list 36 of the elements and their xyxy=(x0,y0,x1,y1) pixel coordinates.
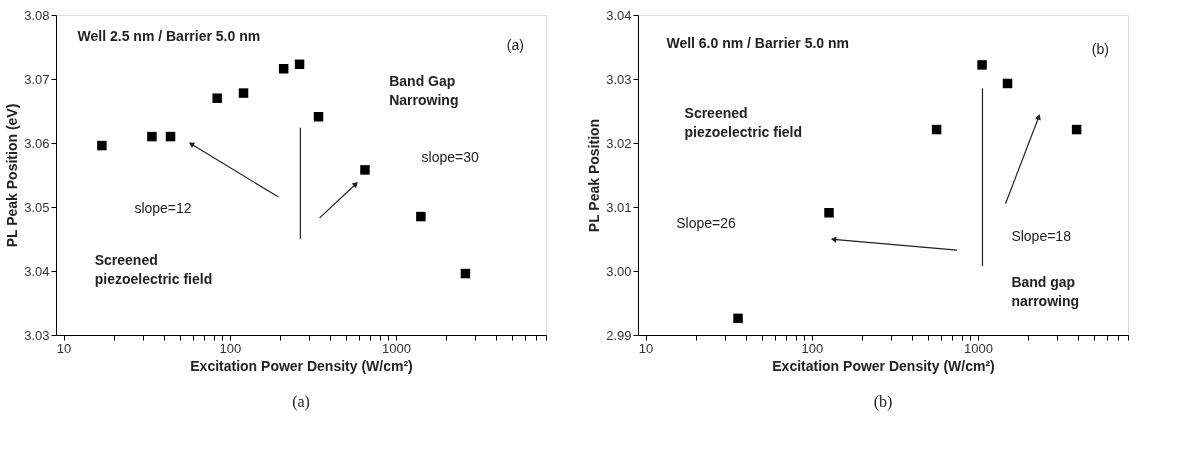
annotation: (b) xyxy=(1091,40,1109,57)
y-tick-label: 3.06 xyxy=(24,135,50,151)
y-tick-label: 2.99 xyxy=(606,327,632,343)
y-tick-label: 3.03 xyxy=(24,327,50,343)
annotation: Screened piezoelectric field xyxy=(94,252,213,288)
annotation: Slope=18 xyxy=(1011,227,1072,244)
annotation: (a) xyxy=(506,37,524,54)
annotation: Band gap narrowing xyxy=(1011,273,1080,309)
annotation: slope=30 xyxy=(421,149,479,166)
annotation: Screened piezoelectric field xyxy=(684,104,803,140)
y-tick-label: 3.03 xyxy=(606,71,632,87)
y-tick-label: 3.08 xyxy=(24,7,50,23)
x-tick-label: 1000 xyxy=(963,340,993,356)
y-tick-label: 3.04 xyxy=(24,263,50,279)
x-axis-title: Excitation Power Density (W/cm²) xyxy=(190,357,413,374)
y-axis-title: PL Peak Position xyxy=(586,118,603,233)
annotation: slope=12 xyxy=(134,200,192,217)
y-tick-label: 3.07 xyxy=(24,71,50,87)
x-axis-title: Excitation Power Density (W/cm²) xyxy=(772,357,995,374)
annotation: Slope=26 xyxy=(676,214,736,231)
y-tick-label: 3.01 xyxy=(606,199,632,215)
annotation: Band Gap Narrowing xyxy=(389,73,459,109)
text: Well 6.0 nm / Barrier 5.0 nm xyxy=(666,35,850,52)
y-tick-label: 3.02 xyxy=(606,135,632,151)
y-tick-label: 3.04 xyxy=(606,7,632,23)
x-tick-label: 100 xyxy=(219,340,242,356)
x-tick-label: 10 xyxy=(56,340,72,356)
text: (b) xyxy=(873,393,893,412)
y-axis-title: PL Peak Position (eV) xyxy=(4,103,21,248)
y-tick-label: 3.00 xyxy=(606,263,632,279)
x-tick-label: 10 xyxy=(638,340,654,356)
text: Well 2.5 nm / Barrier 5.0 nm xyxy=(77,28,261,45)
y-tick-label: 3.05 xyxy=(24,199,50,215)
x-tick-label: 100 xyxy=(801,340,824,356)
text: (a) xyxy=(292,393,310,412)
x-tick-label: 1000 xyxy=(381,340,411,356)
